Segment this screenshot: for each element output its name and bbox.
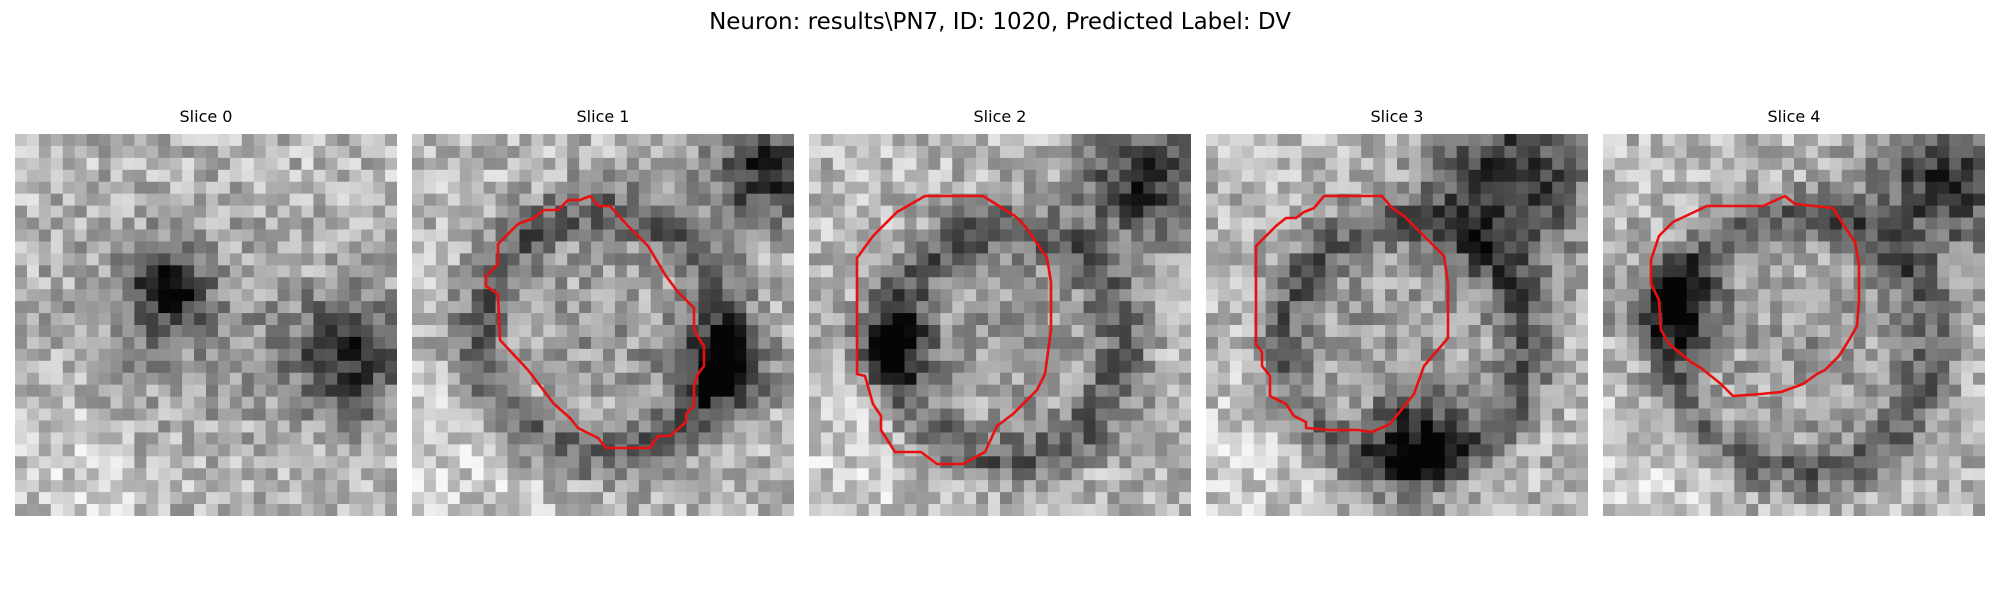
slice-0-svg <box>15 134 397 516</box>
slice-title: Slice 1 <box>576 107 630 126</box>
slice-panel-0: Slice 0 <box>15 106 397 518</box>
slice-2-svg <box>809 134 1191 516</box>
slice-title: Slice 3 <box>1370 107 1424 126</box>
slice-panel-4: Slice 4 <box>1603 106 1985 518</box>
slice-panel-3: Slice 3 <box>1206 106 1588 518</box>
roi-contour <box>484 194 706 450</box>
slice-panel-1: Slice 1 <box>412 106 794 518</box>
slice-image <box>15 134 397 516</box>
roi-contour <box>1254 194 1450 434</box>
slice-1-svg <box>412 134 794 516</box>
slice-image <box>412 134 794 516</box>
slice-image <box>1603 134 1985 516</box>
slice-title: Slice 2 <box>973 107 1027 126</box>
slice-title: Slice 0 <box>179 107 233 126</box>
roi-contour <box>1649 194 1861 398</box>
slice-image <box>1206 134 1588 516</box>
figure-title: Neuron: results\PN7, ID: 1020, Predicted… <box>709 9 1291 35</box>
slice-image <box>809 134 1191 516</box>
slice-4-svg <box>1603 134 1985 516</box>
slice-3-svg <box>1206 134 1588 516</box>
roi-contour <box>855 194 1053 466</box>
slice-title: Slice 4 <box>1767 107 1821 126</box>
slice-panel-2: Slice 2 <box>809 106 1191 518</box>
